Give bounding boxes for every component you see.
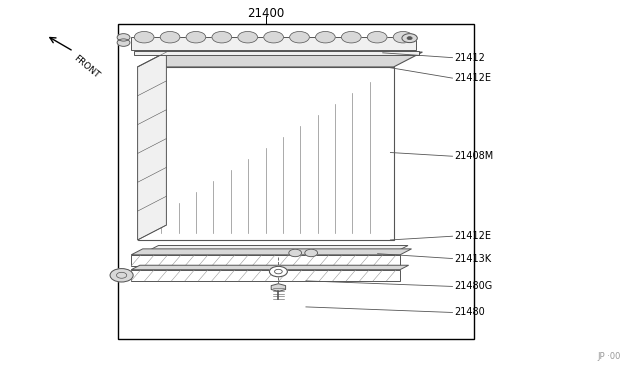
Circle shape bbox=[316, 32, 335, 43]
Circle shape bbox=[393, 32, 413, 43]
Circle shape bbox=[305, 249, 317, 257]
Circle shape bbox=[289, 249, 301, 257]
Text: 21480: 21480 bbox=[454, 308, 485, 317]
Circle shape bbox=[402, 34, 417, 43]
Text: 21413K: 21413K bbox=[454, 254, 492, 263]
Circle shape bbox=[367, 32, 387, 43]
Circle shape bbox=[238, 32, 257, 43]
Text: 21412E: 21412E bbox=[454, 73, 492, 83]
Text: 21400: 21400 bbox=[247, 7, 284, 19]
Polygon shape bbox=[144, 246, 408, 253]
Circle shape bbox=[264, 32, 284, 43]
Circle shape bbox=[134, 32, 154, 43]
Polygon shape bbox=[271, 284, 285, 291]
Bar bbox=[118, 24, 474, 339]
Polygon shape bbox=[131, 255, 400, 266]
Polygon shape bbox=[131, 270, 400, 281]
Polygon shape bbox=[131, 265, 409, 270]
Text: FRONT: FRONT bbox=[72, 54, 101, 80]
Text: 21408M: 21408M bbox=[454, 151, 493, 161]
Text: 21412: 21412 bbox=[454, 53, 485, 62]
Polygon shape bbox=[131, 37, 416, 50]
Text: JP ·00: JP ·00 bbox=[597, 352, 621, 361]
Polygon shape bbox=[138, 52, 166, 240]
Circle shape bbox=[212, 32, 232, 43]
Polygon shape bbox=[138, 67, 394, 240]
Polygon shape bbox=[138, 52, 422, 67]
Circle shape bbox=[269, 266, 287, 277]
Polygon shape bbox=[131, 249, 412, 255]
Text: 21480G: 21480G bbox=[454, 282, 493, 291]
Circle shape bbox=[290, 32, 309, 43]
Circle shape bbox=[160, 32, 180, 43]
Polygon shape bbox=[134, 51, 419, 55]
Circle shape bbox=[341, 32, 361, 43]
Circle shape bbox=[117, 39, 130, 46]
Text: 21412E: 21412E bbox=[454, 231, 492, 241]
Circle shape bbox=[186, 32, 206, 43]
Circle shape bbox=[110, 269, 133, 282]
Circle shape bbox=[407, 37, 412, 40]
Circle shape bbox=[117, 34, 130, 41]
